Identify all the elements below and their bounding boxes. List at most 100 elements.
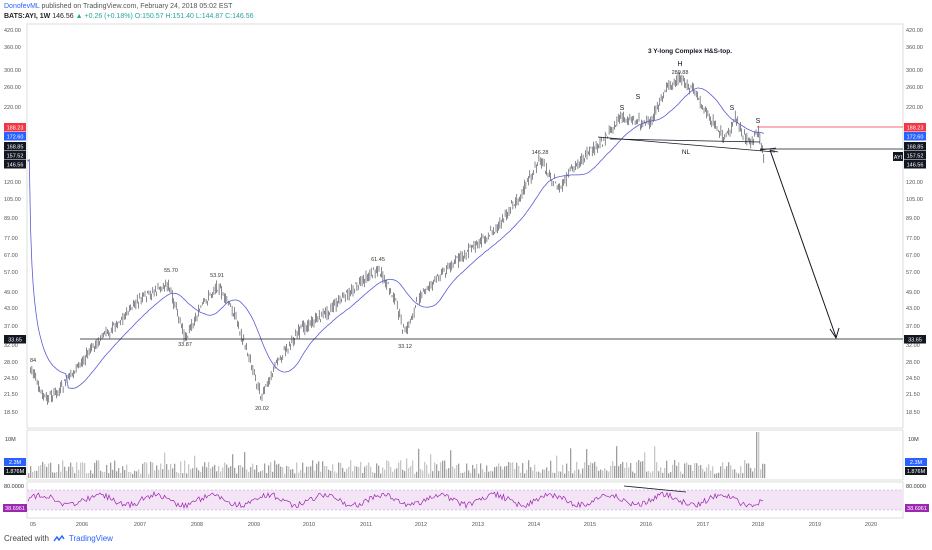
- volume-bar: [334, 471, 336, 478]
- volume-bar: [410, 466, 412, 478]
- price-axis-tick: 120.00: [906, 180, 923, 186]
- tradingview-brand-link[interactable]: TradingView: [68, 534, 113, 543]
- author-link[interactable]: DonofevML: [4, 3, 40, 10]
- price-axis-tick-left: 28.00: [4, 360, 18, 366]
- rsi-axis-label: 80.0000: [906, 484, 926, 490]
- volume-bar: [274, 460, 276, 478]
- price-axis-tick: 32.00: [906, 343, 920, 349]
- volume-bar: [406, 458, 408, 478]
- volume-bar: [594, 461, 596, 478]
- volume-bar: [134, 470, 136, 478]
- volume-bar: [380, 473, 382, 478]
- volume-bar: [204, 462, 206, 478]
- volume-bar: [244, 452, 246, 478]
- rsi-badge-right-text: 38.6961: [907, 506, 927, 512]
- volume-bar: [466, 463, 468, 478]
- time-axis-label: 2019: [809, 522, 821, 528]
- volume-bar: [232, 454, 234, 478]
- volume-bar: [222, 467, 224, 478]
- volume-bar: [748, 463, 750, 478]
- volume-bar: [430, 454, 432, 478]
- volume-bar: [714, 473, 716, 478]
- volume-bar: [158, 469, 160, 478]
- volume-bar: [330, 470, 332, 478]
- time-axis-label: 2008: [191, 522, 203, 528]
- volume-bar: [670, 471, 672, 478]
- volume-bar: [554, 472, 556, 478]
- volume-bar: [110, 462, 112, 478]
- volume-bar: [686, 462, 688, 478]
- volume-bar: [552, 472, 554, 478]
- volume-bar: [394, 469, 396, 478]
- price-axis-tick: 24.50: [906, 376, 920, 382]
- volume-bar: [538, 471, 540, 478]
- price-axis-tick-left: 300.00: [4, 68, 21, 74]
- price-badge: [4, 160, 26, 169]
- price-badge: [4, 142, 26, 151]
- price-badge: [4, 123, 26, 132]
- volume-bar: [642, 461, 644, 478]
- price-axis-tick: 37.00: [906, 324, 920, 330]
- volume-bar: [88, 472, 90, 478]
- volume-bar: [28, 473, 30, 478]
- volume-bar: [272, 471, 274, 478]
- volume-bar: [648, 471, 650, 478]
- price-badge: [4, 132, 26, 141]
- time-axis-label: 2020: [865, 522, 877, 528]
- time-axis-label: 2018: [752, 522, 764, 528]
- volume-bar: [696, 463, 698, 478]
- volume-bar: [314, 470, 316, 478]
- volume-bar: [576, 461, 578, 478]
- volume-bar: [162, 469, 164, 478]
- volume-bar: [92, 473, 94, 478]
- volume-bar: [600, 469, 602, 478]
- volume-bar: [56, 471, 58, 478]
- arrow-head-icon: [829, 327, 840, 340]
- volume-bar: [250, 467, 252, 478]
- volume-bar: [390, 467, 392, 478]
- volume-bar: [300, 469, 302, 478]
- volume-bar: [580, 473, 582, 478]
- volume-bar: [186, 473, 188, 478]
- volume-bar: [738, 473, 740, 478]
- price-axis-tick: 420.00: [906, 28, 923, 34]
- close-value: C:146.56: [225, 13, 254, 20]
- volume-bar: [182, 473, 184, 478]
- volume-bar: [484, 472, 486, 478]
- volume-bar: [86, 473, 88, 478]
- volume-bar: [252, 463, 254, 478]
- volume-bar: [596, 466, 598, 478]
- volume-bar: [452, 466, 454, 478]
- volume-bar: [536, 471, 538, 478]
- volume-bar: [682, 473, 684, 478]
- volume-bar: [190, 469, 192, 478]
- volume-bar: [46, 466, 48, 478]
- volume-bar: [454, 468, 456, 478]
- head-label: H: [677, 61, 682, 68]
- volume-bar: [602, 470, 604, 478]
- time-axis[interactable]: 05 2006 2007 2008 2009 2010 2011 2012 2013 2014 20…: [30, 522, 877, 528]
- volume-bar: [78, 469, 80, 478]
- symbol-label[interactable]: BATS:AYI, 1W: [4, 13, 51, 20]
- time-axis-label: 05: [30, 522, 36, 528]
- volume-bar: [152, 462, 154, 478]
- volume-bar: [710, 470, 712, 478]
- volume-bar: [680, 471, 682, 478]
- volume-bar: [508, 461, 510, 478]
- volume-bar: [572, 473, 574, 478]
- volume-badge-dark-right: [905, 467, 927, 475]
- volume-bar: [74, 473, 76, 478]
- volume-bar: [156, 465, 158, 478]
- volume-bar: [344, 471, 346, 478]
- volume-bar: [726, 466, 728, 478]
- volume-bar: [656, 462, 658, 478]
- volume-bar: [148, 473, 150, 478]
- last-price: 146.56: [52, 13, 74, 20]
- price-axis[interactable]: 420.00 420.00 360.00 360.00 300.00 300.00 260.…: [4, 28, 923, 416]
- volume-bar: [678, 462, 680, 478]
- price-badge-text: 146.56: [907, 163, 924, 169]
- rsi-badge-left: [3, 504, 27, 512]
- volume-bar: [54, 472, 56, 478]
- volume-bar: [230, 466, 232, 478]
